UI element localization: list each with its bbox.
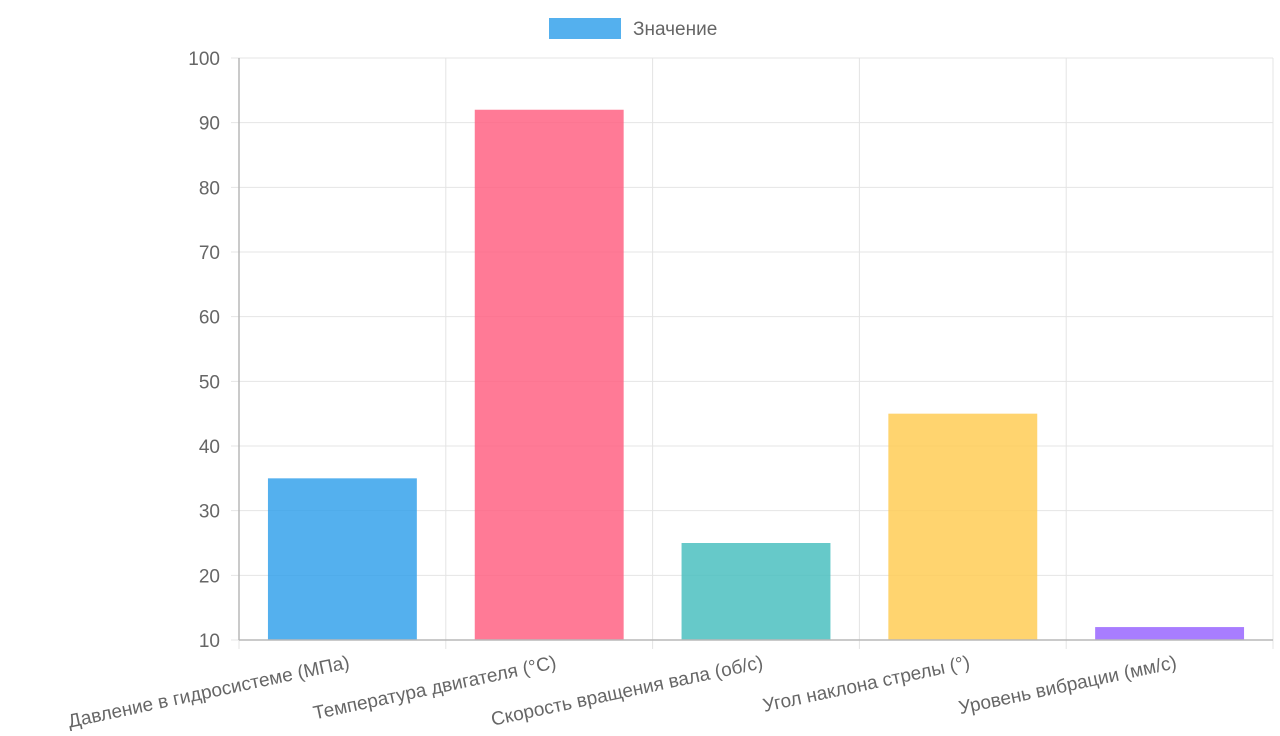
bar[interactable] (888, 413, 1038, 640)
y-tick-label: 90 (199, 114, 220, 135)
y-tick-label: 80 (199, 178, 220, 199)
y-tick-label: 50 (199, 372, 220, 393)
y-tick-label: 20 (199, 566, 220, 587)
y-tick-label: 30 (199, 502, 220, 523)
y-tick-label: 40 (199, 437, 220, 458)
axes (238, 58, 1273, 641)
x-tick-label: Давление в гидросистеме (МПа) (66, 652, 351, 731)
x-tick-label: Уровень вибрации (мм/с) (957, 652, 1179, 719)
legend-swatch[interactable] (549, 18, 621, 39)
y-axis-ticks: 10 20 30 40 50 60 70 80 90 100 (188, 49, 220, 652)
bar[interactable] (1095, 627, 1245, 640)
bar[interactable] (267, 478, 417, 640)
y-tick-label: 60 (199, 308, 220, 329)
bars (267, 109, 1245, 640)
x-axis-labels: Давление в гидросистеме (МПа)Температура… (66, 652, 1179, 732)
x-tick-label: Угол наклона стрелы (°) (761, 652, 972, 716)
y-tick-label: 70 (199, 243, 220, 264)
legend[interactable]: Значение (549, 18, 717, 40)
y-tick-label: 10 (199, 631, 220, 652)
legend-label[interactable]: Значение (633, 19, 717, 40)
bar[interactable] (681, 543, 831, 640)
y-tick-label: 100 (188, 49, 220, 70)
bar[interactable] (474, 109, 624, 640)
